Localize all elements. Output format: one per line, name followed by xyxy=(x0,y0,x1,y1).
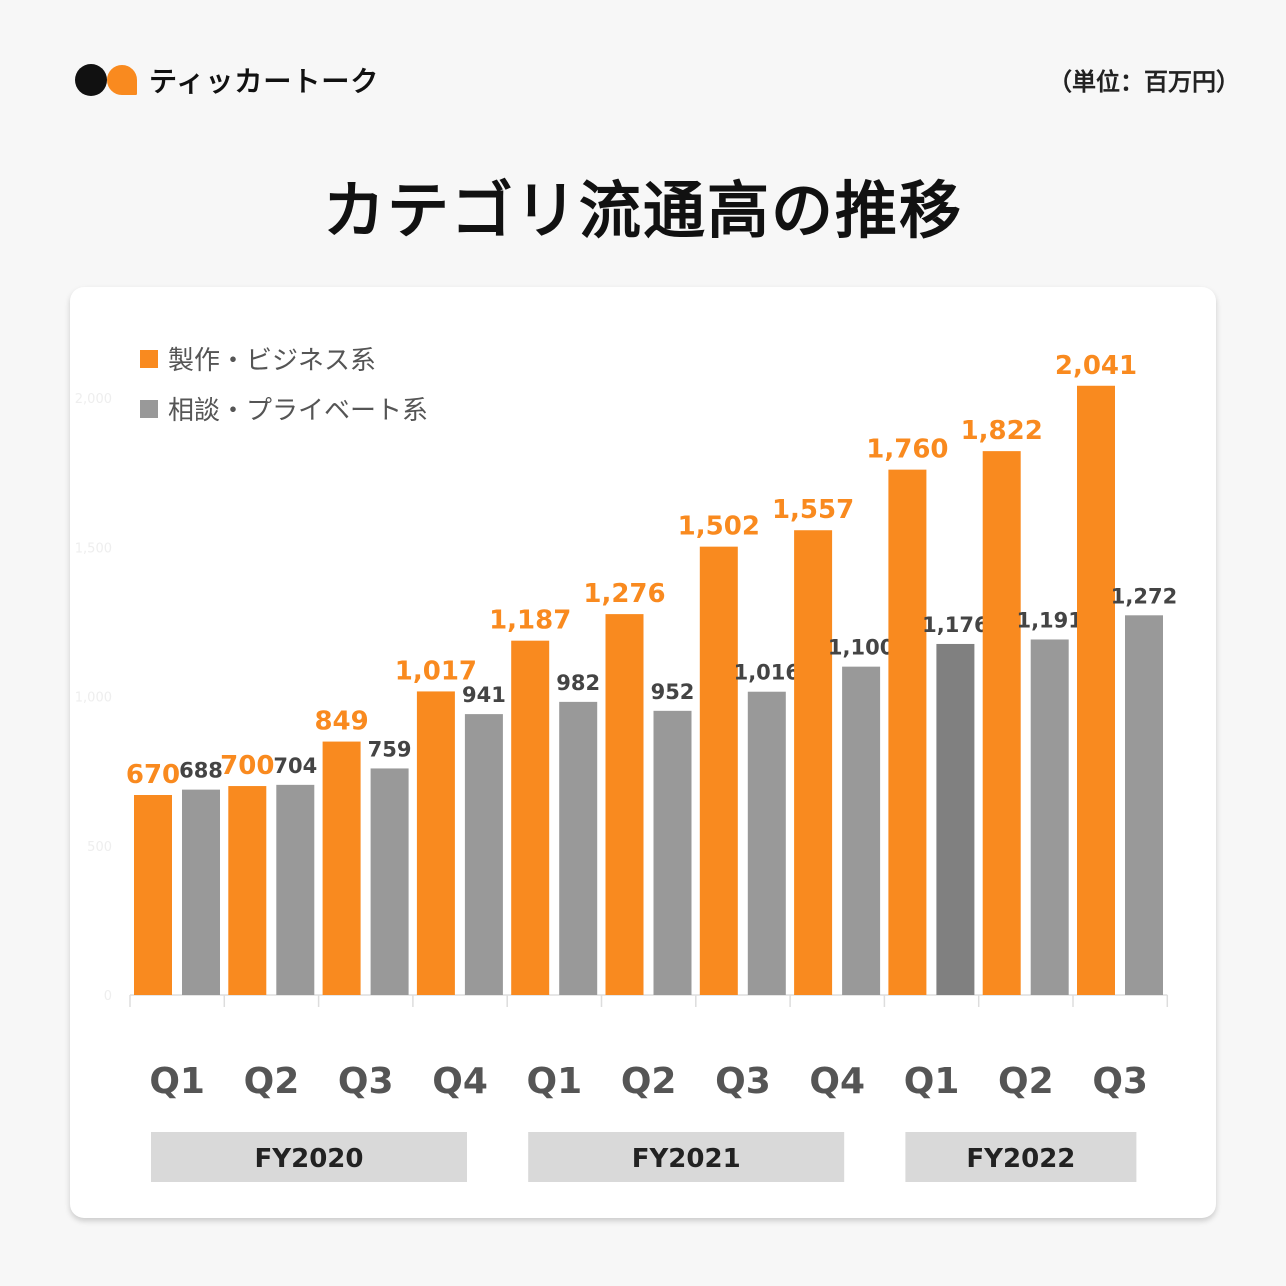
x-tick-label: Q2 xyxy=(998,1061,1054,1102)
data-label: 1,272 xyxy=(1111,584,1177,608)
data-label: 1,557 xyxy=(772,495,854,525)
y-tick-label: 2,000 xyxy=(75,392,112,407)
data-label: 688 xyxy=(179,759,223,783)
bar-business xyxy=(322,741,361,995)
data-label: 759 xyxy=(368,737,412,761)
bar-private xyxy=(464,714,503,995)
bar-business xyxy=(416,691,455,995)
bar-private xyxy=(1125,615,1163,995)
bar-private xyxy=(1030,639,1069,995)
x-tick-label: Q1 xyxy=(904,1061,960,1102)
bar-private xyxy=(653,710,692,995)
x-tick-label: Q1 xyxy=(149,1061,205,1102)
data-label: 2,041 xyxy=(1055,351,1137,381)
legend-label: 相談・プライベート系 xyxy=(168,396,429,426)
bar-private xyxy=(182,789,220,995)
bar-business xyxy=(134,795,172,995)
legend-item-business: 製作・ビジネス系 xyxy=(140,340,376,377)
data-label: 1,276 xyxy=(583,579,665,609)
x-tick-label: Q4 xyxy=(809,1061,865,1102)
bar-business xyxy=(605,614,644,995)
data-label: 670 xyxy=(126,760,180,790)
data-label: 1,822 xyxy=(961,416,1043,446)
legend-swatch xyxy=(140,399,158,418)
page-title: カテゴリ流通高の推移 xyxy=(322,174,963,247)
x-tick-label: Q3 xyxy=(1092,1061,1148,1102)
x-tick-label: Q3 xyxy=(338,1061,394,1102)
fiscal-year-band xyxy=(151,1132,467,1182)
legend-item-private: 相談・プライベート系 xyxy=(140,390,428,427)
fiscal-year-label: FY2021 xyxy=(632,1144,741,1174)
data-label: 1,187 xyxy=(489,606,571,636)
x-tick-label: Q2 xyxy=(621,1061,677,1102)
bar-private xyxy=(936,643,975,995)
brand-name: ティッカートーク xyxy=(149,65,380,98)
y-tick-label: 1,500 xyxy=(75,541,112,556)
y-tick-label: 0 xyxy=(104,989,112,1004)
logo-dot-icon xyxy=(75,64,107,96)
bar-private xyxy=(747,691,786,995)
bar-business xyxy=(511,640,550,995)
data-label: 1,176 xyxy=(922,613,988,637)
y-tick-label: 500 xyxy=(87,840,112,855)
legend-swatch xyxy=(140,349,158,368)
x-tick-label: Q1 xyxy=(527,1061,583,1102)
unit-label: （単位：百万円） xyxy=(1048,68,1240,96)
legend-label: 製作・ビジネス系 xyxy=(168,346,377,376)
data-label: 849 xyxy=(314,707,368,737)
data-label: 700 xyxy=(220,751,274,781)
x-tick-label: Q2 xyxy=(244,1061,300,1102)
bar-business xyxy=(888,469,927,995)
data-label: 1,017 xyxy=(395,656,477,686)
data-label: 1,760 xyxy=(866,435,948,465)
bar-private xyxy=(842,666,881,995)
fiscal-year-band xyxy=(528,1132,845,1182)
bar-business xyxy=(1077,385,1115,996)
fiscal-year-label: FY2020 xyxy=(255,1144,364,1174)
bar-business xyxy=(794,530,833,995)
x-tick-label: Q4 xyxy=(432,1061,488,1102)
data-label: 941 xyxy=(462,683,506,707)
data-label: 1,016 xyxy=(734,661,800,685)
data-label: 704 xyxy=(273,754,317,778)
bar-private xyxy=(559,701,598,995)
x-tick-label: Q3 xyxy=(715,1061,771,1102)
bar-private xyxy=(370,768,409,995)
bar-business xyxy=(228,786,267,995)
data-label: 982 xyxy=(556,671,600,695)
data-label: 1,191 xyxy=(1016,608,1082,632)
bar-private xyxy=(276,784,315,995)
brand-logo: ティッカートーク xyxy=(75,60,379,100)
data-label: 952 xyxy=(651,680,695,704)
bar-business xyxy=(699,546,738,995)
data-label: 1,502 xyxy=(678,512,760,542)
bar-business xyxy=(982,451,1021,995)
fiscal-year-band xyxy=(905,1132,1137,1182)
logo-bubble-icon xyxy=(105,63,139,97)
y-tick-label: 1,000 xyxy=(75,691,112,706)
fiscal-year-label: FY2022 xyxy=(966,1144,1075,1174)
data-label: 1,100 xyxy=(828,636,894,660)
